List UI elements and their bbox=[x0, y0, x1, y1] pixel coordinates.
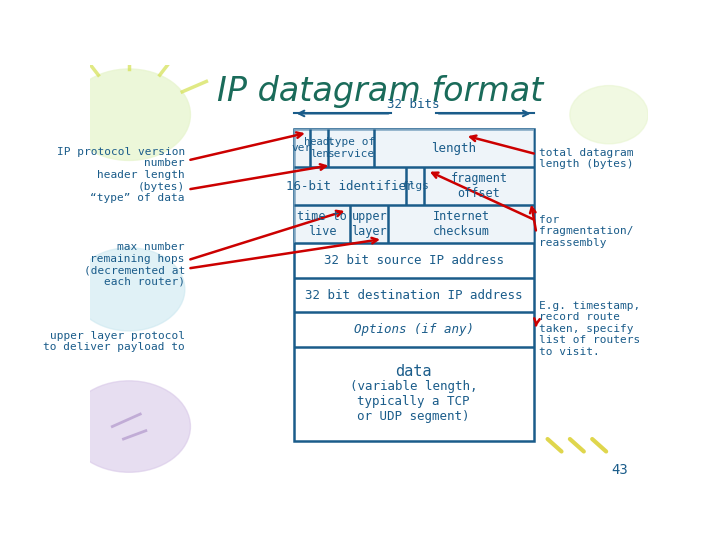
Text: length: length bbox=[431, 141, 477, 155]
Bar bbox=[294, 129, 534, 243]
Circle shape bbox=[570, 85, 648, 144]
Text: 32 bits: 32 bits bbox=[387, 98, 440, 111]
Text: Internet
checksum: Internet checksum bbox=[433, 210, 490, 238]
Text: typically a TCP: typically a TCP bbox=[357, 395, 470, 408]
Text: upper
layer: upper layer bbox=[351, 210, 387, 238]
Text: 32 bit destination IP address: 32 bit destination IP address bbox=[305, 288, 523, 301]
Text: upper layer protocol
to deliver payload to: upper layer protocol to deliver payload … bbox=[43, 330, 185, 352]
Text: E.g. timestamp,
record route
taken, specify
list of routers
to visit.: E.g. timestamp, record route taken, spec… bbox=[539, 301, 641, 357]
Text: max number
remaining hops
(decremented at
each router): max number remaining hops (decremented a… bbox=[84, 242, 185, 287]
Circle shape bbox=[68, 381, 190, 472]
Text: fragment
offset: fragment offset bbox=[451, 172, 508, 200]
Text: IP protocol version
number
header length
(bytes)
“type” of data: IP protocol version number header length… bbox=[57, 147, 185, 203]
Bar bbox=[294, 129, 534, 441]
Text: IP datagram format: IP datagram format bbox=[217, 75, 544, 109]
Text: head.
len: head. len bbox=[304, 137, 335, 159]
Text: 43: 43 bbox=[612, 463, 629, 477]
Text: Options (if any): Options (if any) bbox=[354, 323, 474, 336]
Text: (variable length,: (variable length, bbox=[350, 380, 477, 393]
Text: total datagram
length (bytes): total datagram length (bytes) bbox=[539, 147, 634, 169]
Text: 16-bit identifier: 16-bit identifier bbox=[287, 180, 414, 193]
Text: 32 bit source IP address: 32 bit source IP address bbox=[324, 254, 504, 267]
Text: time to
live: time to live bbox=[297, 210, 347, 238]
Text: type of
service: type of service bbox=[328, 137, 375, 159]
Text: ver: ver bbox=[292, 143, 312, 153]
Circle shape bbox=[73, 248, 185, 331]
Text: for
fragmentation/
reassembly: for fragmentation/ reassembly bbox=[539, 214, 634, 248]
Text: or UDP segment): or UDP segment) bbox=[357, 410, 470, 423]
Text: flgs: flgs bbox=[402, 181, 429, 191]
Text: data: data bbox=[395, 364, 432, 379]
Circle shape bbox=[68, 69, 190, 160]
